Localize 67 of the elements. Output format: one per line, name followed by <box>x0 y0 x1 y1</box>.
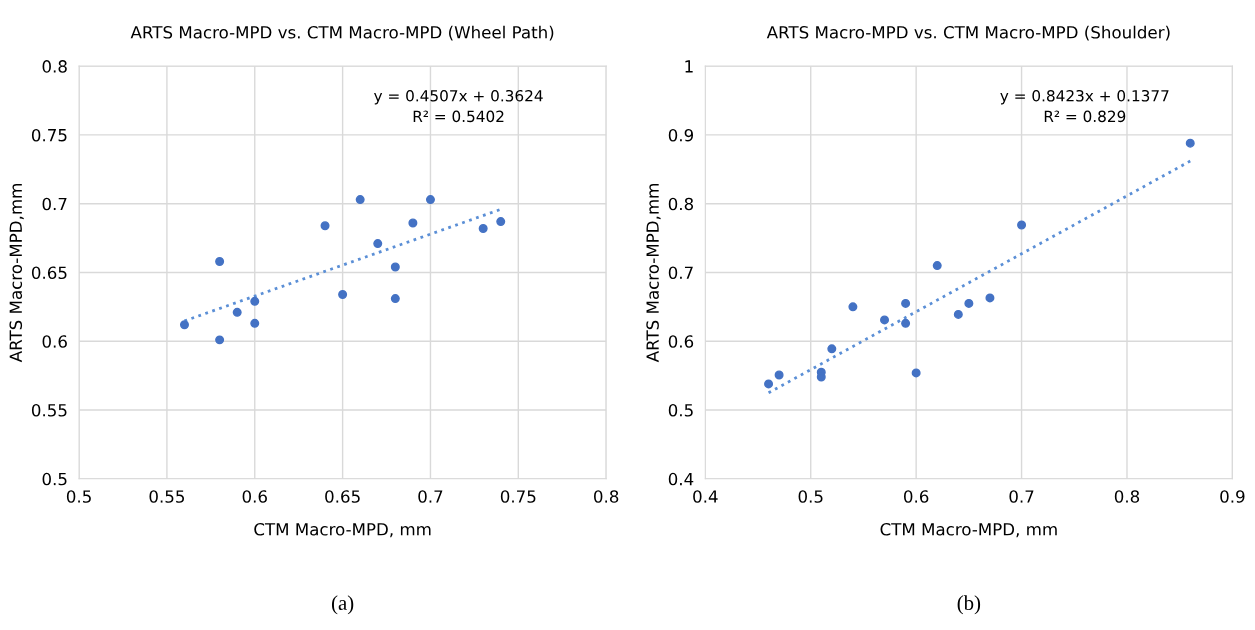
point <box>408 218 418 228</box>
chart-title: ARTS Macro-MPD vs. CTM Macro-MPD (Shoulder) <box>766 25 1170 41</box>
annotation: y = 0.8423x + 0.1377 R² = 0.829 <box>1000 90 1169 123</box>
point <box>338 289 348 299</box>
point <box>774 370 784 380</box>
annotation: y = 0.4507x + 0.3624 R² = 0.5402 <box>374 90 543 123</box>
point <box>827 344 837 354</box>
y-axis-title: ARTS Macro-MPD,mm <box>9 184 24 363</box>
point <box>848 302 858 312</box>
point <box>390 294 400 304</box>
y-tick-label: 0.75 <box>31 128 67 142</box>
point <box>932 261 942 271</box>
point <box>425 195 435 205</box>
x-tick-label: 0.8 <box>594 490 619 503</box>
x-tick-label: 0.5 <box>798 490 823 503</box>
x-tick-label: 0.5 <box>66 490 91 503</box>
x-tick-label: 0.6 <box>904 490 929 503</box>
x-tick-label: 0.7 <box>418 490 443 503</box>
point <box>953 309 963 319</box>
y-tick-label: 0.5 <box>42 472 67 486</box>
x-tick-label: 0.55 <box>149 490 185 503</box>
point <box>250 296 260 306</box>
y-tick-label: 0.8 <box>668 197 694 211</box>
y-tick-label: 0.7 <box>42 197 67 211</box>
point <box>880 315 890 325</box>
point <box>985 293 995 303</box>
y-tick-label: 0.5 <box>668 403 693 417</box>
point <box>1185 138 1195 148</box>
y-tick-label: 0.9 <box>668 128 694 142</box>
point <box>390 262 400 272</box>
y-tick-label: 1 <box>685 60 693 73</box>
point <box>478 223 488 233</box>
y-tick-label: 0.6 <box>42 335 67 348</box>
x-axis-title: CTM Macro-MPD, mm <box>254 523 431 538</box>
point <box>764 379 774 389</box>
point <box>901 298 911 308</box>
x-tick-label: 0.4 <box>693 490 718 503</box>
y-tick-label: 0.55 <box>31 403 67 417</box>
point <box>179 320 189 330</box>
y-tick-label: 0.6 <box>668 335 694 348</box>
point <box>320 221 330 231</box>
chart-title: ARTS Macro-MPD vs. CTM Macro-MPD (Wheel Path) <box>130 25 554 41</box>
y-tick-label: 0.7 <box>668 266 693 280</box>
point <box>1017 220 1027 230</box>
point <box>901 318 911 328</box>
text: (a) <box>331 595 354 615</box>
y-axis-title: ARTS Macro-MPD,mm <box>646 184 661 363</box>
y-tick-label: 0.4 <box>668 472 694 486</box>
point <box>496 217 506 227</box>
point <box>250 318 260 328</box>
point <box>373 239 383 249</box>
point <box>215 335 225 345</box>
x-tick-label: 0.6 <box>242 490 267 503</box>
point <box>911 368 921 378</box>
point <box>215 256 225 266</box>
point <box>355 195 365 205</box>
x-tick-label: 0.8 <box>1114 490 1140 503</box>
x-tick-label: 0.65 <box>325 490 360 503</box>
y-tick-label: 0.65 <box>31 266 67 280</box>
x-tick-label: 0.9 <box>1220 490 1245 503</box>
text: (b) <box>957 595 981 615</box>
point <box>964 298 974 308</box>
x-axis-title: CTM Macro-MPD, mm <box>880 523 1057 538</box>
x-tick-label: 0.7 <box>1009 490 1034 503</box>
point <box>232 307 242 317</box>
x-tick-label: 0.75 <box>500 490 536 503</box>
y-tick-label: 0.8 <box>42 60 67 73</box>
